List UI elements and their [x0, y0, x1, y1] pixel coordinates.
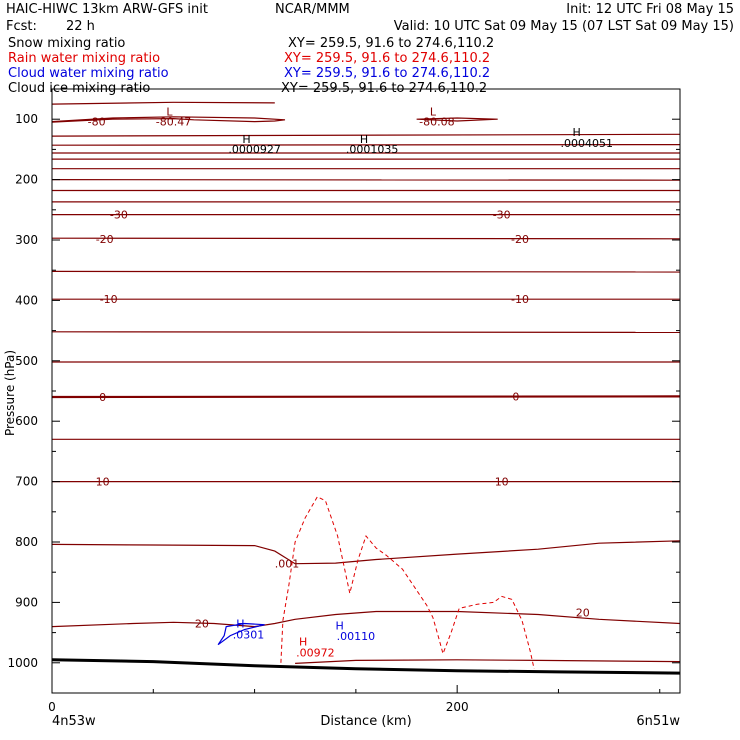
- fcst-value: 22 h: [66, 19, 95, 34]
- x-left-location: 4n53w: [52, 714, 96, 729]
- field-xy-cloud-water: XY= 259.5, 91.6 to 274.6,110.2: [284, 66, 491, 81]
- contour-label: 10: [495, 476, 509, 489]
- x-axis-label: Distance (km): [320, 714, 411, 729]
- contour-label: -30: [110, 209, 128, 222]
- temperature-contour: [52, 101, 275, 105]
- contour-label: -80: [88, 116, 106, 129]
- contour-label: 20: [195, 618, 209, 631]
- temperature-contour: [52, 610, 680, 628]
- contour-label: -20: [96, 233, 114, 246]
- field-xy-rain: XY= 259.5, 91.6 to 274.6,110.2: [284, 51, 491, 66]
- contour-label: .001: [275, 558, 300, 571]
- contour-label: H: [299, 636, 307, 649]
- temperature-contour: [52, 237, 680, 240]
- contour-label: 0: [512, 390, 519, 403]
- y-tick-label: 700: [15, 475, 38, 489]
- valid-time: Valid: 10 UTC Sat 09 May 15 (07 LST Sat …: [393, 19, 734, 34]
- field-xy-snow: XY= 259.5, 91.6 to 274.6,110.2: [288, 36, 495, 51]
- contour-label: H: [242, 133, 250, 146]
- y-tick-label: 500: [15, 354, 38, 368]
- contour-label: -10: [100, 293, 118, 306]
- y-tick-label: 800: [15, 535, 38, 549]
- temperature-contour: [52, 540, 680, 565]
- contour-label: .0004051: [561, 137, 614, 150]
- y-tick-label: 1000: [7, 656, 38, 670]
- y-tick-label: 400: [15, 293, 38, 307]
- temperature-contour: [295, 659, 680, 664]
- temperature-contour: [52, 395, 680, 399]
- contour-label: .0301: [233, 628, 265, 641]
- terrain-line: [52, 658, 680, 675]
- contour-label: -80.47: [156, 116, 191, 129]
- y-tick-label: 900: [15, 595, 38, 609]
- contour-label: 0: [99, 391, 106, 404]
- x-tick-label: 0: [48, 700, 56, 714]
- contour-label: .0001035: [346, 143, 399, 156]
- contour-label: .0000927: [228, 143, 281, 156]
- temperature-contour: [52, 331, 680, 333]
- contour-label: .00110: [337, 630, 376, 643]
- y-tick-label: 300: [15, 233, 38, 247]
- contour-label: L: [166, 105, 173, 118]
- model-title: HAIC-HIWC 13km ARW-GFS init: [6, 2, 208, 17]
- contour-label: L: [430, 105, 437, 118]
- temperature-contour: [52, 179, 680, 181]
- temperature-contour: [52, 144, 680, 146]
- fcst-label: Fcst:: [6, 19, 37, 34]
- contour-label: .00972: [296, 647, 335, 660]
- temperature-contour: [416, 117, 498, 122]
- init-time: Init: 12 UTC Fri 08 May 15: [566, 2, 734, 17]
- field-name-rain: Rain water mixing ratio: [8, 51, 161, 66]
- cloud-water-contour: [217, 622, 265, 646]
- y-tick-label: 200: [15, 173, 38, 187]
- temperature-contour: [52, 116, 286, 123]
- contour-label: H: [360, 133, 368, 146]
- contour-label: 20: [576, 607, 590, 620]
- contour-label: -30: [493, 209, 511, 222]
- y-axis-label: Pressure (hPa): [3, 350, 17, 436]
- contour-label: -80.08: [419, 116, 454, 129]
- plot-layer: L-80.47L-80.08-80H.0000927H.0001035H.000…: [7, 88, 681, 714]
- contour-label: H: [336, 619, 344, 632]
- contour-label: -10: [511, 293, 529, 306]
- contour-label: H: [236, 618, 244, 631]
- y-tick-label: 600: [15, 414, 38, 428]
- x-right-location: 6n51w: [636, 714, 680, 729]
- y-tick-label: 100: [15, 112, 38, 126]
- contour-label: -20: [511, 233, 529, 246]
- contour-label: H: [573, 126, 581, 139]
- field-name-cloud-water: Cloud water mixing ratio: [8, 66, 169, 81]
- temperature-contour: [52, 270, 680, 273]
- rain-water-contour: [280, 496, 535, 669]
- field-name-snow: Snow mixing ratio: [8, 36, 126, 51]
- x-tick-label: 200: [446, 700, 469, 714]
- center-label: NCAR/MMM: [275, 2, 350, 17]
- temperature-contour: [52, 133, 680, 137]
- contour-label: 10: [96, 476, 110, 489]
